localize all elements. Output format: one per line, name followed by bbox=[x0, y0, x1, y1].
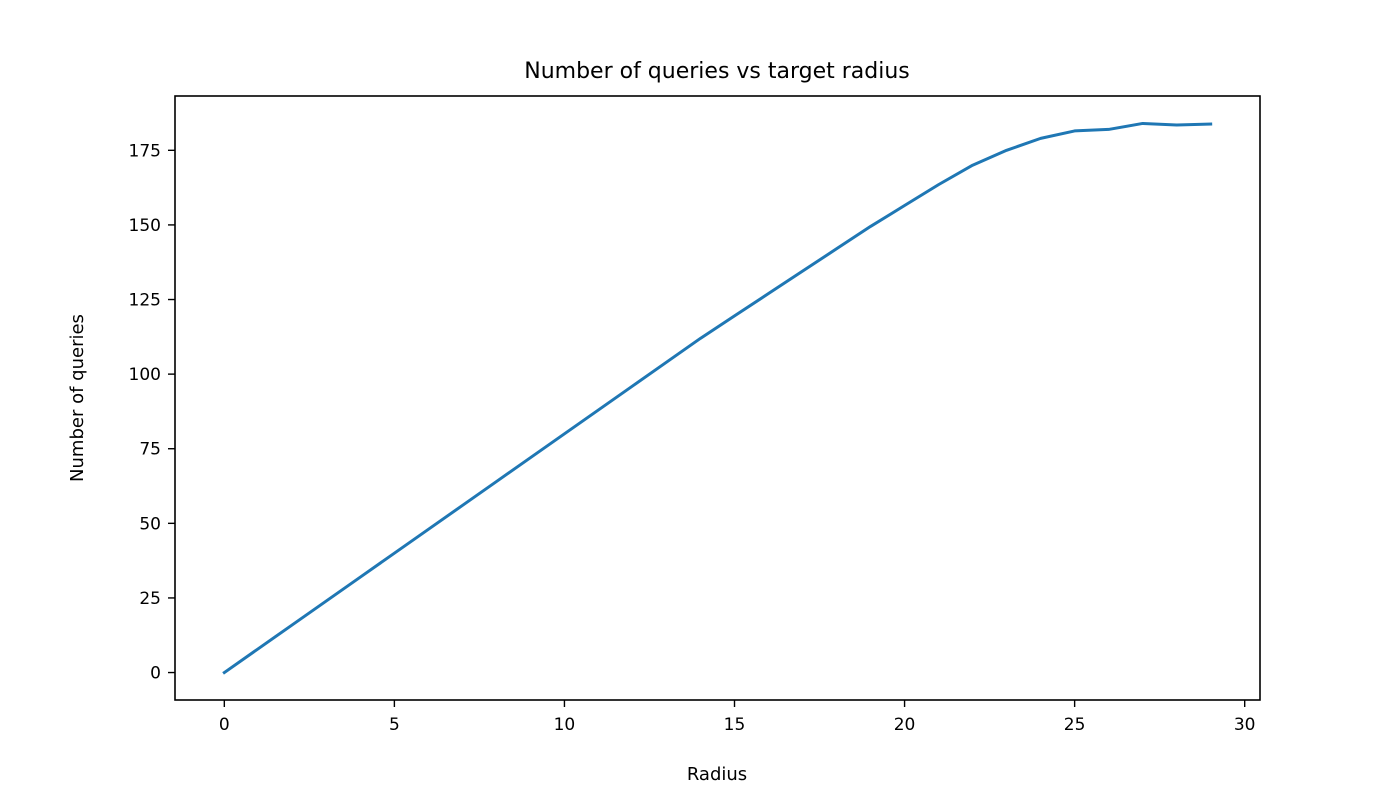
x-axis: 0 5 10 15 20 25 30 bbox=[219, 700, 1256, 735]
x-axis-label: Radius bbox=[687, 764, 747, 785]
x-tick-label: 10 bbox=[554, 715, 576, 735]
y-tick-label: 0 bbox=[150, 664, 161, 684]
x-tick-label: 15 bbox=[724, 715, 746, 735]
x-tick-label: 0 bbox=[219, 715, 230, 735]
series-line bbox=[222, 121, 1213, 675]
y-axis-label: Number of queries bbox=[67, 314, 88, 482]
y-tick-label: 175 bbox=[129, 141, 161, 161]
x-tick-label: 30 bbox=[1234, 715, 1256, 735]
y-tick-label: 25 bbox=[139, 589, 161, 609]
x-tick-label: 20 bbox=[894, 715, 916, 735]
x-tick-label: 5 bbox=[389, 715, 400, 735]
x-tick-label: 25 bbox=[1064, 715, 1086, 735]
y-tick-label: 125 bbox=[129, 291, 161, 311]
y-tick-label: 50 bbox=[139, 514, 161, 534]
y-tick-label: 150 bbox=[129, 216, 161, 236]
chart-title: Number of queries vs target radius bbox=[524, 59, 910, 84]
axes-frame bbox=[174, 95, 1261, 701]
y-tick-label: 75 bbox=[139, 440, 161, 460]
y-tick-label: 100 bbox=[129, 365, 161, 385]
y-axis: 0 25 50 75 100 125 150 175 bbox=[129, 141, 175, 684]
plot-area bbox=[222, 121, 1213, 675]
